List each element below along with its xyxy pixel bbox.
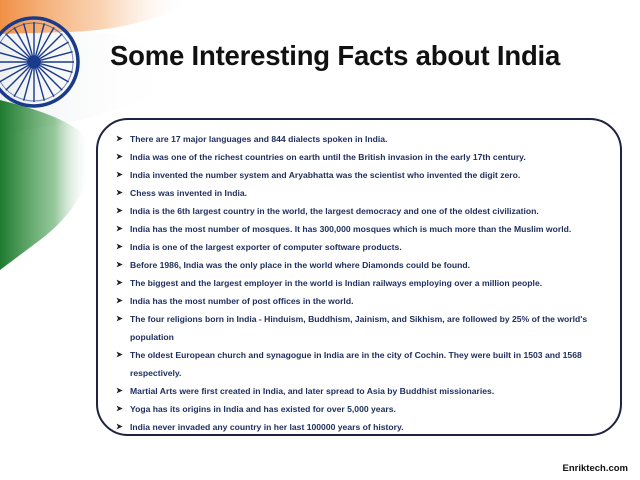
bullet-arrow-icon: ➤ xyxy=(116,422,123,431)
facts-box: ➤ There are 17 major languages and 844 di… xyxy=(96,118,622,436)
bullet-arrow-icon: ➤ xyxy=(116,170,123,179)
chakra-spoke xyxy=(5,66,30,91)
fact-item: ➤ The four religions born in India - Hind… xyxy=(116,310,610,346)
fact-item: ➤ Martial Arts were first created in Indi… xyxy=(116,382,610,400)
fact-item: ➤ India is one of the largest exporter of… xyxy=(116,238,610,256)
chakra-spoke xyxy=(40,63,73,74)
bullet-arrow-icon: ➤ xyxy=(116,278,123,287)
fact-item: ➤ India invented the number system and Ar… xyxy=(116,166,610,184)
chakra-spoke xyxy=(22,68,33,101)
chakra-spoke xyxy=(36,27,55,57)
chakra-spoke xyxy=(35,23,46,56)
fact-item: ➤ The biggest and the largest employer in… xyxy=(116,274,610,292)
fact-item: ➤ India never invaded any country in her … xyxy=(116,418,610,436)
chakra-spoke xyxy=(40,50,73,61)
fact-item: ➤ There are 17 major languages and 844 di… xyxy=(116,130,610,148)
chakra-spoke xyxy=(35,68,46,101)
bullet-arrow-icon: ➤ xyxy=(116,188,123,197)
chakra-spoke xyxy=(39,41,69,60)
chakra-spoke xyxy=(38,66,63,91)
fact-item: ➤ Before 1986, India was the only place i… xyxy=(116,256,610,274)
chakra-spoke xyxy=(0,64,29,83)
fact-item: ➤ Yoga has its origins in India and has e… xyxy=(116,400,610,418)
chakra-spoke xyxy=(0,63,28,72)
bullet-arrow-icon: ➤ xyxy=(116,386,123,395)
bullet-arrow-icon: ➤ xyxy=(116,152,123,161)
bullet-arrow-icon: ➤ xyxy=(116,242,123,251)
bullet-arrow-icon: ➤ xyxy=(116,314,123,323)
bullet-arrow-icon: ➤ xyxy=(116,296,123,305)
fact-item: ➤ India was one of the richest countries … xyxy=(116,148,610,166)
bullet-arrow-icon: ➤ xyxy=(116,206,123,215)
chakra-spoke xyxy=(22,23,33,56)
slide-title: Some Interesting Facts about India xyxy=(110,40,561,71)
chakra-spoke xyxy=(0,41,29,60)
chakra-spoke xyxy=(39,64,69,83)
chakra-spoke xyxy=(38,33,63,58)
fact-item: ➤ India has the most number of mosques. I… xyxy=(116,220,610,238)
bullet-arrow-icon: ➤ xyxy=(116,350,123,359)
chakra-spoke xyxy=(0,52,28,61)
chakra-spoke xyxy=(13,27,32,57)
fact-item: ➤ India has the most number of post offic… xyxy=(116,292,610,310)
footer-credit: Enriktech.com xyxy=(562,463,628,474)
bullet-arrow-icon: ➤ xyxy=(116,224,123,233)
fact-item: ➤ The oldest European church and synagogu… xyxy=(116,346,610,382)
chakra-spoke xyxy=(13,67,32,97)
bullet-arrow-icon: ➤ xyxy=(116,404,123,413)
bullet-arrow-icon: ➤ xyxy=(116,260,123,269)
fact-list: ➤ There are 17 major languages and 844 di… xyxy=(116,130,610,436)
chakra-spoke xyxy=(5,33,30,58)
fact-item: ➤ Chess was invented in India. xyxy=(116,184,610,202)
fact-item: ➤ India is the 6th largest country in the… xyxy=(116,202,610,220)
bullet-arrow-icon: ➤ xyxy=(116,134,123,143)
chakra-spoke xyxy=(36,67,55,97)
